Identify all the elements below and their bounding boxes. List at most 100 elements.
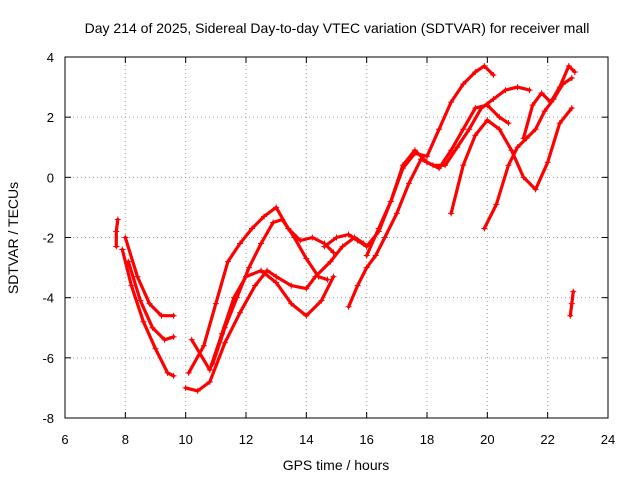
data-point (424, 153, 430, 160)
data-point (547, 99, 554, 106)
data-point (303, 285, 310, 292)
data-point (568, 300, 575, 307)
series-line (482, 76, 574, 231)
data-point (113, 228, 120, 235)
data-point (113, 243, 120, 250)
data-point (514, 144, 521, 151)
series-sat-g (209, 216, 331, 367)
y-tick-label: 4 (47, 50, 54, 65)
data-point (273, 273, 280, 280)
data-point (526, 87, 533, 94)
data-point (264, 267, 271, 274)
data-point (481, 225, 488, 232)
data-point (556, 120, 563, 127)
data-point (387, 198, 394, 205)
data-point (472, 105, 479, 112)
data-point (303, 312, 310, 319)
data-point (146, 300, 153, 307)
data-point (258, 240, 265, 247)
data-point (466, 126, 473, 133)
data-point (345, 303, 352, 310)
series-sat-c (125, 258, 177, 343)
data-point (209, 360, 216, 367)
series-line (190, 269, 336, 372)
data-point (430, 162, 437, 169)
data-point (333, 234, 340, 241)
data-point (161, 336, 168, 343)
data-point (454, 144, 461, 151)
y-tick-label: 2 (47, 110, 54, 125)
data-point (556, 84, 563, 91)
data-point (309, 234, 316, 241)
x-tick-label: 24 (601, 432, 615, 447)
y-tick-label: -4 (42, 291, 54, 306)
data-point (288, 300, 295, 307)
series-sat-a (119, 246, 177, 379)
series-sat-o (113, 216, 121, 250)
data-point (114, 216, 121, 223)
data-point (375, 225, 382, 232)
data-point (233, 294, 240, 301)
data-point (236, 309, 243, 316)
data-point (520, 174, 527, 181)
data-point (273, 279, 280, 286)
series-layer (113, 63, 578, 394)
data-point (571, 69, 578, 76)
data-point (252, 282, 259, 289)
data-point (149, 324, 156, 331)
data-point (185, 369, 192, 376)
data-point (493, 201, 500, 208)
data-point (324, 276, 331, 283)
data-point (568, 105, 575, 112)
x-axis-title: GPS time / hours (283, 457, 390, 473)
data-point (354, 282, 361, 289)
y-tick-label: -8 (42, 411, 54, 426)
y-axis-title: SDTVAR / TECUs (5, 182, 21, 294)
data-point (544, 159, 551, 166)
x-tick-label: 18 (420, 432, 434, 447)
x-tick-label: 10 (178, 432, 192, 447)
series-line (187, 205, 336, 375)
data-point (393, 210, 400, 217)
data-point (529, 102, 536, 109)
x-tick-label: 14 (299, 432, 313, 447)
data-point (568, 75, 575, 82)
data-point (448, 147, 455, 154)
data-point (532, 126, 539, 133)
data-point (200, 342, 207, 349)
y-tick-label: -6 (42, 351, 54, 366)
data-point (505, 120, 512, 127)
data-point (478, 105, 485, 112)
data-point (137, 297, 144, 304)
series-line (120, 247, 176, 378)
data-point (224, 258, 231, 265)
series-sat-k (448, 105, 575, 217)
data-point (565, 63, 572, 70)
data-point (541, 108, 548, 115)
data-point (496, 114, 503, 121)
data-point (221, 339, 228, 346)
data-point (460, 162, 467, 169)
data-point (472, 69, 479, 76)
y-tick-label: 0 (47, 170, 54, 185)
data-point (261, 213, 268, 220)
data-point (372, 252, 379, 259)
data-point (321, 243, 328, 250)
series-line (211, 217, 329, 366)
series-sat-j (345, 84, 533, 310)
data-point (345, 231, 352, 238)
data-point (288, 282, 295, 289)
data-point (119, 246, 126, 253)
data-point (442, 162, 449, 169)
data-point (505, 162, 512, 169)
data-point (273, 204, 280, 211)
y-tick-label: -2 (42, 231, 54, 246)
data-point (532, 186, 539, 193)
data-point (484, 117, 491, 124)
data-point (188, 336, 195, 343)
data-point (291, 234, 298, 241)
x-tick-label: 20 (480, 432, 494, 447)
x-tick-label: 22 (540, 432, 554, 447)
chart-title: Day 214 of 2025, Sidereal Day-to-day VTE… (85, 20, 590, 36)
data-point (508, 147, 515, 154)
